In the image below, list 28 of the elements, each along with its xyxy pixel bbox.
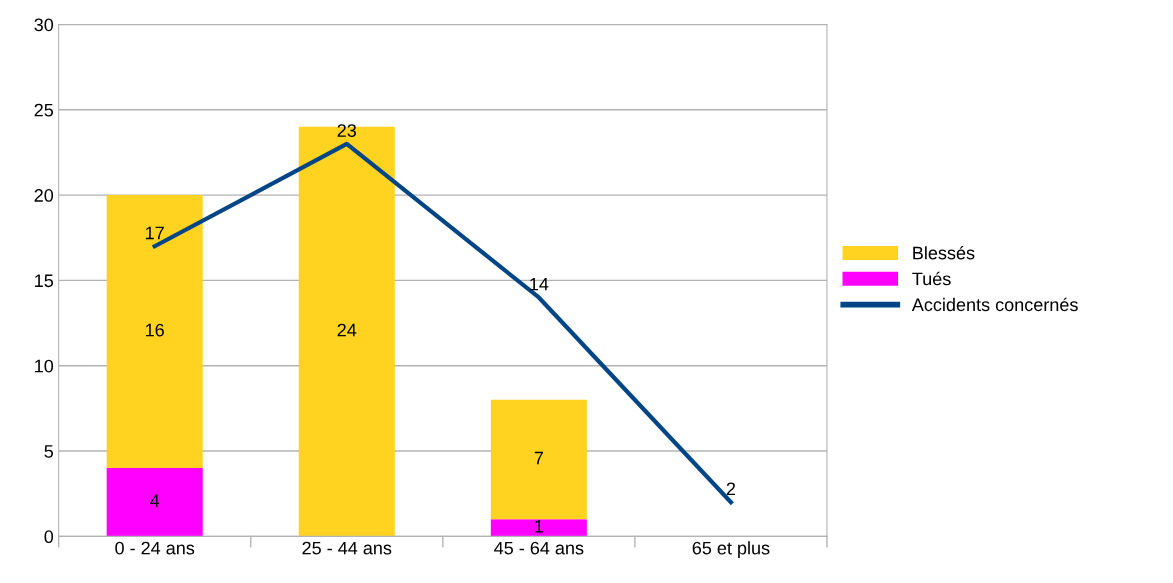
bar [490,519,587,537]
bar [106,195,203,469]
y-tick-label: 30 [34,18,54,32]
x-tick-label: 25 - 44 ans [302,541,392,555]
data-label: 17 [146,226,164,240]
legend-label: Accidents concernés [911,297,1078,312]
data-label: 14 [530,277,549,291]
y-tick-label: 25 [34,103,54,117]
y-tick-label: 0 [44,530,54,544]
legend-label: Tués [912,271,951,286]
bar [106,468,203,537]
data-label: 4 [150,494,160,507]
data-label: 2 [726,482,736,496]
data-label: 1 [535,520,543,533]
y-tick-label: 20 [34,189,54,202]
data-label: 16 [146,323,164,337]
data-label: 23 [337,124,357,137]
data-label: 7 [534,451,543,465]
legend-label: Blessés [913,245,975,260]
y-tick-label: 10 [35,359,54,373]
y-tick-label: 5 [44,445,54,458]
x-tick-label: 0 - 24 ans [115,541,195,555]
data-label: 24 [337,323,357,337]
x-tick-label: 45 - 64 ans [494,541,584,555]
y-tick-label: 15 [35,274,54,288]
bar [490,399,587,520]
x-tick-label: 65 et plus [692,541,770,559]
bar [298,126,395,537]
